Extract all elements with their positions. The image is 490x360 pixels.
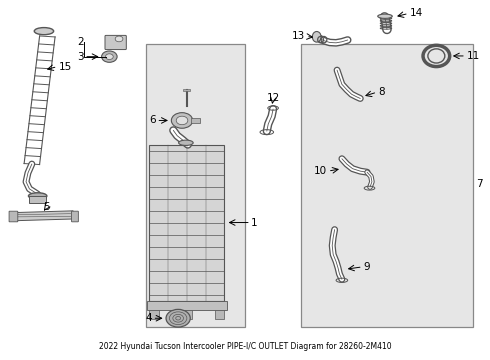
Circle shape [115,36,123,42]
Text: 6: 6 [149,116,156,125]
Bar [29,196,47,203]
FancyBboxPatch shape [9,211,18,222]
Text: 13: 13 [293,31,306,41]
Ellipse shape [312,31,321,42]
Ellipse shape [34,28,53,35]
Text: 15: 15 [58,62,72,72]
Text: 5: 5 [43,202,49,212]
Bar [146,44,245,327]
Bar [183,89,190,91]
Text: 10: 10 [314,166,327,176]
Ellipse shape [179,140,193,145]
Text: 8: 8 [378,87,385,97]
Bar [149,145,224,301]
Text: 11: 11 [467,51,480,61]
Text: 4: 4 [146,313,152,323]
Text: 2: 2 [77,37,84,48]
Bar [191,118,200,123]
Ellipse shape [378,14,392,18]
Bar [215,310,224,319]
Text: 3: 3 [77,51,84,62]
Text: 1: 1 [251,217,258,228]
Bar [301,44,473,327]
Bar [147,301,227,310]
FancyBboxPatch shape [72,211,78,222]
Text: 12: 12 [267,94,280,103]
FancyBboxPatch shape [105,35,126,50]
Circle shape [101,51,117,62]
Text: 14: 14 [410,8,423,18]
Polygon shape [11,211,74,221]
Ellipse shape [28,193,47,199]
Bar [149,310,159,319]
Circle shape [172,113,193,128]
Text: 9: 9 [364,262,370,272]
Bar [182,310,192,319]
Circle shape [176,116,188,125]
Text: 2022 Hyundai Tucson Intercooler PIPE-I/C OUTLET Diagram for 28260-2M410: 2022 Hyundai Tucson Intercooler PIPE-I/C… [98,342,392,351]
Circle shape [166,309,190,327]
Circle shape [105,54,113,59]
Text: 7: 7 [477,179,483,189]
